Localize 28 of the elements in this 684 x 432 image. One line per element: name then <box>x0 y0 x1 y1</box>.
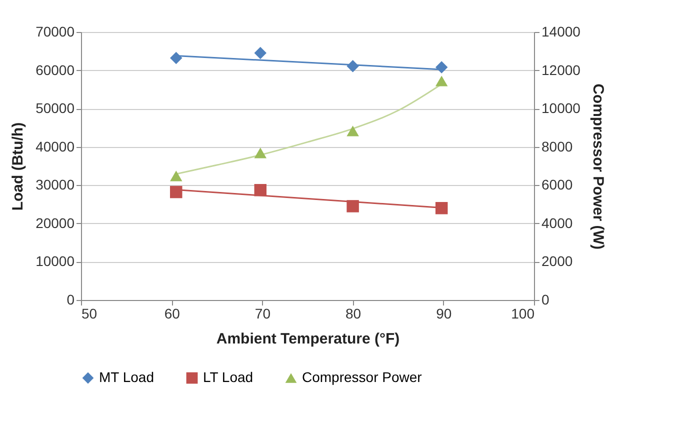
y-tick-label: 0 <box>66 292 75 308</box>
y2-tick-label: 8000 <box>542 138 573 154</box>
y2-tick-label: 6000 <box>542 176 573 193</box>
x-tick-label: 50 <box>82 306 98 322</box>
y2-tick-label: 2000 <box>542 253 573 270</box>
y-tick-label: 50000 <box>36 100 75 116</box>
y-tick-label: 70000 <box>36 24 75 40</box>
x-tick-label: 70 <box>254 306 271 322</box>
legend-label: Compressor Power <box>302 369 422 385</box>
x-tick-label: 80 <box>346 306 362 322</box>
x-axis-title: Ambient Temperature (°F) <box>216 330 400 348</box>
legend-label: LT Load <box>203 369 254 385</box>
y2-tick-label: 10000 <box>542 100 581 116</box>
y2-tick-label: 12000 <box>542 62 581 78</box>
y-tick-label: 30000 <box>36 176 75 193</box>
y-axis-title: Load (Btu/h) <box>10 122 27 211</box>
y2-axis-title: Compressor Power (W) <box>589 84 606 250</box>
y-tick-label: 10000 <box>36 253 75 270</box>
x-tick-label: 100 <box>511 306 535 322</box>
y-tick-label: 20000 <box>36 214 75 231</box>
x-tick-label: 90 <box>436 306 452 322</box>
legend-label: MT Load <box>99 369 154 385</box>
x-tick-label: 60 <box>164 306 180 322</box>
y-tick-label: 60000 <box>36 62 75 78</box>
y-tick-label: 40000 <box>36 138 75 154</box>
y2-tick-label: 14000 <box>542 24 581 40</box>
y2-tick-label: 4000 <box>542 214 573 231</box>
y2-tick-label: 0 <box>542 292 550 308</box>
